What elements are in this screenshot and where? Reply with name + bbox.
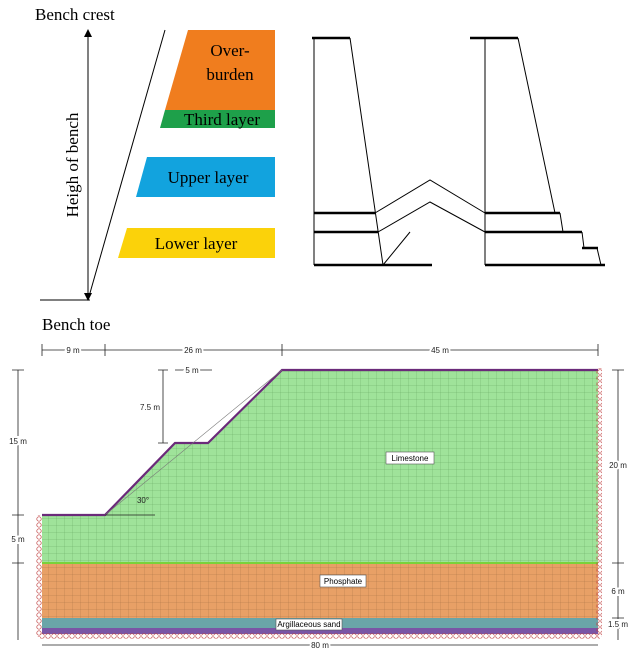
overburden-label: burden — [206, 65, 254, 84]
dim-label: 5 m — [185, 366, 199, 375]
mining-sketch — [312, 38, 605, 265]
dim-label: 20 m — [609, 461, 627, 470]
overburden-label: Over- — [210, 41, 250, 60]
dim-label: 45 m — [431, 346, 449, 355]
dim-label: 5 m — [11, 535, 25, 544]
dim-label: 15 m — [9, 437, 27, 446]
dim-label: 6 m — [611, 587, 625, 596]
material-label: Phosphate — [324, 577, 363, 586]
dim-label: 9 m — [66, 346, 80, 355]
material-label: Limestone — [392, 454, 429, 463]
dim-label: 7.5 m — [140, 403, 160, 412]
material-label: Argillaceous sand — [277, 620, 340, 629]
third-layer-label: Third layer — [184, 110, 260, 129]
lower-layer-label: Lower layer — [155, 234, 238, 253]
limestone-region — [42, 370, 598, 563]
bench-toe-label: Bench toe — [42, 315, 110, 334]
dim-label: 30° — [137, 496, 149, 505]
numerical-model: 9 m 26 m 45 m 5 m 7.5 m 15 m 30° 5 m 20 … — [9, 344, 628, 650]
height-label: Heigh of bench — [63, 112, 82, 217]
upper-layer-label: Upper layer — [168, 168, 249, 187]
dim-label: 26 m — [184, 346, 202, 355]
figure: Bench crest Heigh of bench Over- burden … — [0, 0, 629, 661]
phosphate-region — [42, 563, 598, 618]
bench-schematic: Bench crest Heigh of bench Over- burden … — [35, 5, 275, 334]
dim-label: 80 m — [311, 641, 329, 650]
bench-crest-label: Bench crest — [35, 5, 115, 24]
dim-label: 1.5 m — [608, 620, 628, 629]
